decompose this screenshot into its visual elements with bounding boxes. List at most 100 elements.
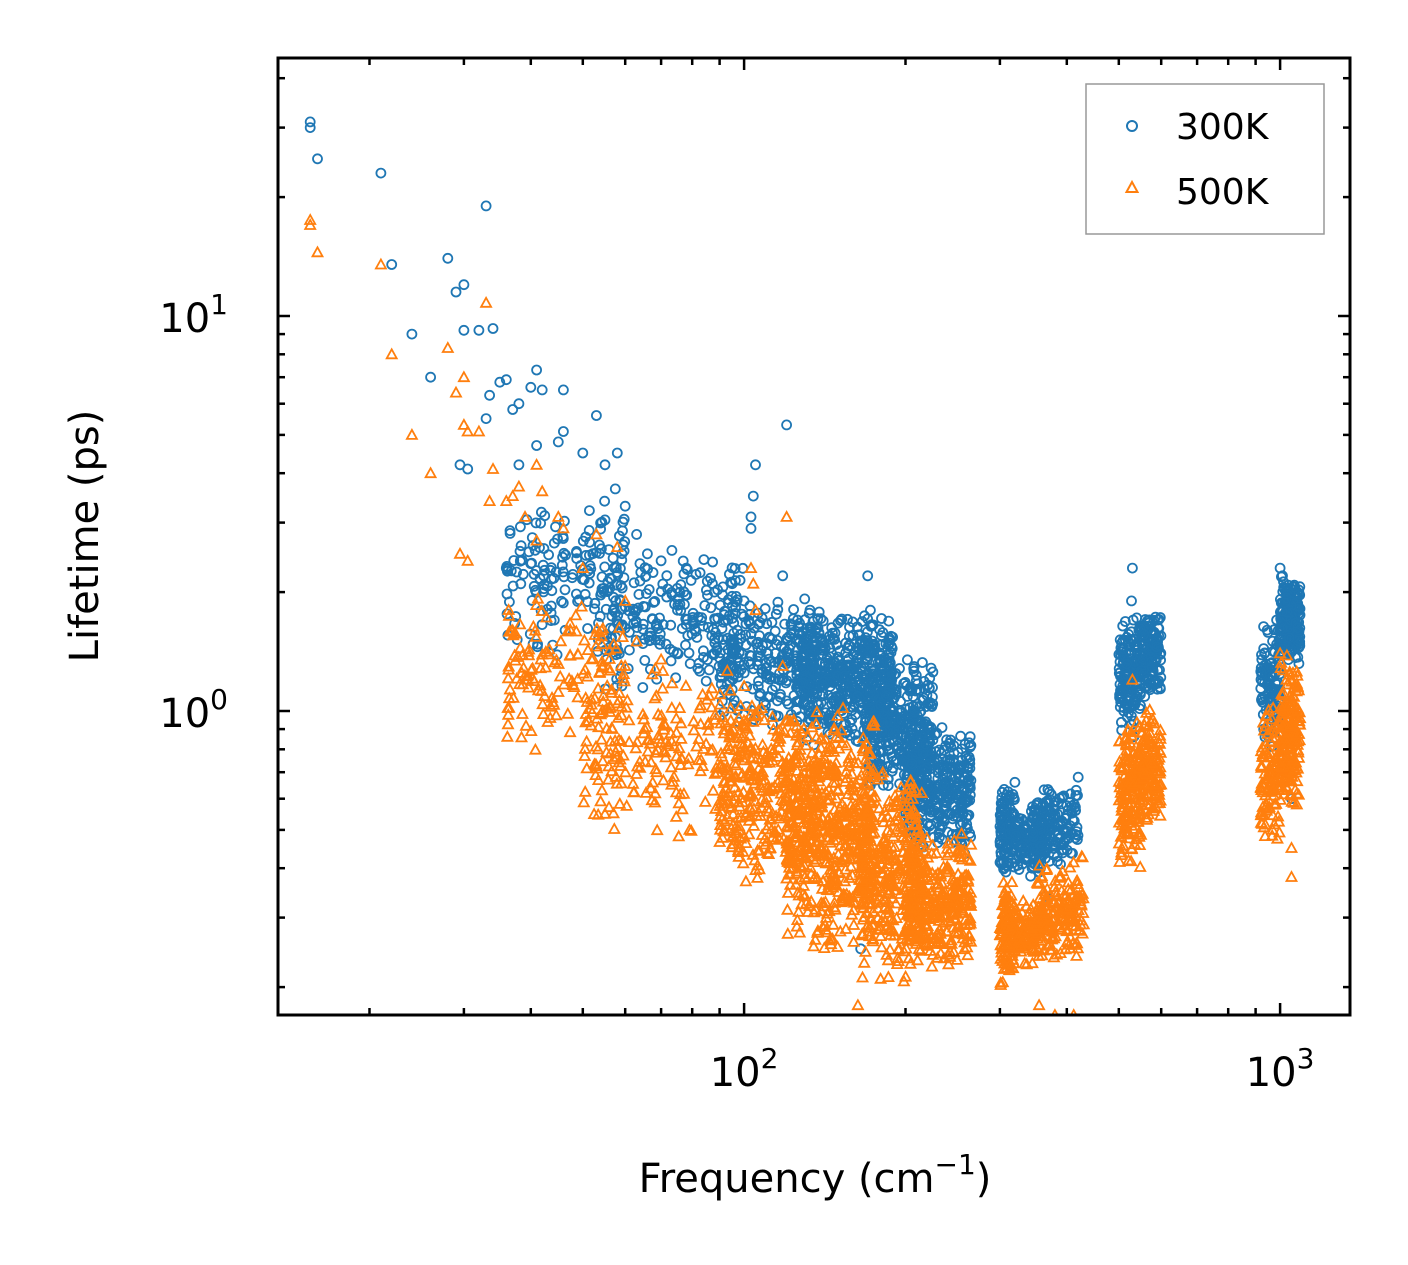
point-300K (781, 646, 793, 658)
point-300K (929, 729, 941, 741)
point-300K (638, 601, 649, 612)
point-500K (748, 853, 762, 866)
point-300K (754, 688, 766, 699)
point-500K (644, 755, 658, 768)
point-300K (875, 699, 887, 711)
point-300K (890, 755, 902, 767)
point-300K (794, 628, 806, 640)
point-300K (675, 579, 687, 591)
point-300K (611, 579, 623, 591)
point-300K (934, 831, 945, 843)
point-300K (654, 634, 666, 646)
point-500K (925, 959, 939, 972)
point-300K (584, 505, 595, 517)
point-300K (698, 645, 709, 657)
point-300K (869, 735, 880, 746)
point-300K (805, 649, 817, 660)
point-300K (630, 617, 642, 628)
point-300K (652, 623, 664, 634)
point-500K (793, 925, 807, 938)
point-300K (919, 801, 930, 812)
point-500K (575, 599, 589, 612)
point-500K (648, 745, 663, 758)
point-500K (858, 944, 873, 957)
point-300K (480, 413, 492, 425)
point-300K (835, 615, 846, 626)
point-300K (829, 627, 841, 639)
point-300K (654, 638, 666, 650)
point-300K (557, 566, 569, 578)
point-500K (580, 734, 594, 747)
point-300K (752, 650, 764, 662)
point-300K (750, 459, 761, 471)
point-300K (425, 371, 437, 383)
point-300K (952, 762, 963, 773)
point-300K (534, 573, 546, 585)
point-300K (607, 552, 619, 564)
point-300K (924, 682, 935, 694)
point-300K (788, 604, 799, 615)
point-300K (717, 616, 729, 628)
point-300K (945, 734, 956, 746)
point-300K (806, 654, 818, 665)
point-500K (569, 608, 583, 621)
point-500K (665, 700, 679, 713)
point-300K (956, 743, 968, 755)
point-300K (880, 690, 892, 702)
point-300K (721, 679, 733, 691)
point-300K (869, 642, 881, 654)
point-300K (619, 500, 631, 512)
point-300K (941, 791, 952, 803)
point-300K (584, 568, 596, 579)
point-300K (599, 459, 611, 471)
point-300K (558, 384, 569, 396)
point-300K (615, 563, 626, 574)
point-300K (996, 792, 1008, 804)
point-300K (693, 657, 705, 669)
point-500K (855, 970, 870, 983)
point-300K (873, 706, 885, 717)
point-300K (583, 525, 595, 536)
point-500K (839, 922, 853, 934)
point-300K (961, 786, 972, 798)
point-300K (849, 729, 861, 740)
point-500K (698, 795, 712, 807)
point-300K (824, 661, 836, 672)
point-500K (563, 648, 577, 660)
point-300K (840, 637, 852, 649)
point-300K (627, 610, 639, 622)
point-300K (899, 677, 911, 688)
point-300K (716, 695, 728, 707)
point-300K (545, 600, 557, 612)
point-300K (915, 729, 927, 741)
point-300K (632, 602, 644, 614)
point-300K (654, 612, 665, 624)
point-500K (706, 783, 720, 796)
point-300K (718, 639, 730, 651)
point-300K (716, 666, 727, 678)
point-500K (672, 829, 686, 842)
point-500K (561, 706, 575, 719)
point-300K (745, 523, 757, 534)
point-300K (794, 685, 806, 697)
point-300K (676, 623, 688, 634)
point-300K (599, 561, 611, 573)
point-500K (881, 970, 895, 982)
point-300K (705, 572, 716, 584)
point-300K (745, 658, 756, 670)
point-300K (766, 708, 778, 720)
point-300K (792, 614, 803, 626)
point-300K (651, 618, 663, 630)
point-300K (480, 200, 492, 212)
point-300K (918, 692, 930, 704)
point-300K (484, 389, 496, 401)
point-300K (539, 564, 550, 576)
point-500K (650, 823, 664, 836)
point-300K (591, 410, 602, 421)
point-300K (589, 597, 601, 609)
point-300K (874, 674, 885, 685)
point-300K (675, 605, 687, 616)
point-300K (791, 650, 802, 661)
point-300K (539, 510, 551, 522)
point-300K (812, 667, 824, 679)
